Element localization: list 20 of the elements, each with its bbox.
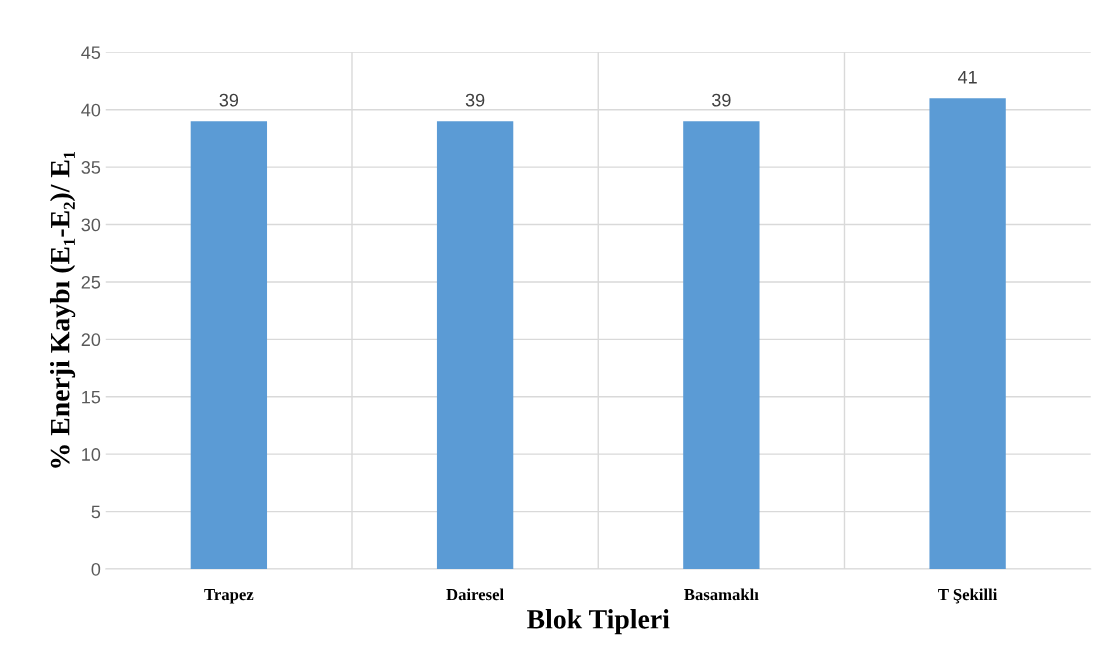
y-tick-label: 25 (81, 275, 101, 289)
y-tick-label: 30 (81, 218, 101, 232)
y-tick-label: 15 (82, 390, 101, 404)
y-tick-label: 35 (81, 161, 101, 174)
data-label: 39 (712, 93, 731, 107)
data-label: 39 (465, 93, 485, 107)
y-axis-title: % Enerji Kaybı (E₁-E₂)/ E₁ (49, 151, 76, 468)
y-tick-label: 5 (91, 505, 101, 519)
x-tick-label: Dairesel (446, 588, 504, 601)
x-tick-label: Basamaklı (684, 588, 759, 601)
y-tick-label: 20 (81, 333, 101, 347)
y-tick-label: 40 (81, 103, 101, 117)
data-label: 39 (219, 93, 239, 107)
y-tick-label: 0 (91, 562, 101, 576)
x-axis-title: Blok Tipleri (527, 609, 670, 635)
data-label: 41 (957, 70, 977, 84)
x-tick-label: T Şekilli (938, 588, 998, 604)
y-tick-label: 10 (82, 448, 101, 461)
y-tick-label: 45 (81, 46, 101, 60)
x-tick-label: Trapez (204, 589, 254, 604)
